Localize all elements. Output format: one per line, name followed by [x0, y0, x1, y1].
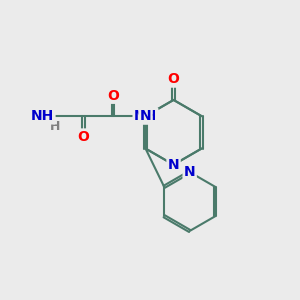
- Text: N: N: [184, 165, 196, 179]
- Text: NH: NH: [31, 109, 54, 123]
- Text: N: N: [140, 109, 151, 123]
- Text: H: H: [50, 120, 60, 133]
- Text: O: O: [78, 130, 90, 144]
- Text: O: O: [168, 72, 179, 86]
- Text: N: N: [168, 158, 179, 172]
- Text: O: O: [107, 88, 119, 103]
- Text: NH: NH: [134, 109, 157, 123]
